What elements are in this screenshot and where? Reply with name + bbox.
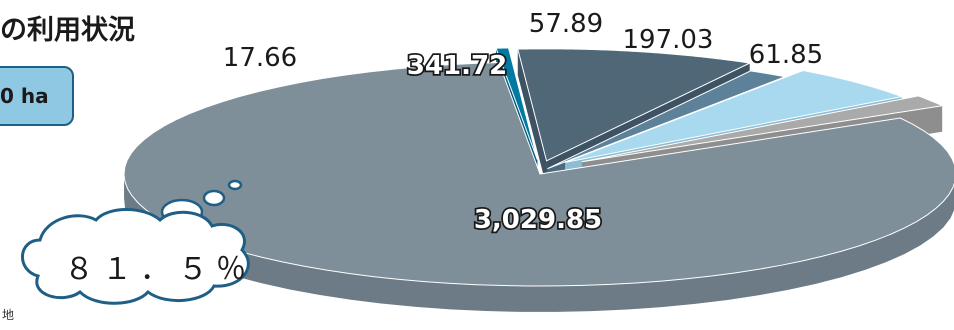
pie-tops xyxy=(123,47,954,287)
callout-cloud: ８１．５％ xyxy=(21,179,254,305)
pie-slice xyxy=(517,48,752,162)
cloud-bubble-medium xyxy=(202,189,226,207)
area-value: 0 ha xyxy=(0,84,49,108)
pie-slice xyxy=(123,62,954,287)
callout-text: ８１．５％ xyxy=(64,252,254,287)
slice-label: 3,029.85 xyxy=(474,205,602,235)
page-title: の利用状況 xyxy=(0,8,135,47)
pie-slice xyxy=(581,95,944,163)
cloud-bubble-small xyxy=(227,179,243,191)
area-box xyxy=(0,66,74,126)
slice-label: 61.85 xyxy=(749,40,823,70)
cloud-shape xyxy=(21,208,250,305)
pie-slice xyxy=(495,47,538,160)
pie-slice xyxy=(565,70,904,163)
slice-label: 57.89 xyxy=(529,9,603,39)
title-fragment: の利用状況 xyxy=(0,15,135,46)
footnote: 地 xyxy=(2,308,15,322)
slice-label: 17.66 xyxy=(223,43,297,73)
slice-label: 341.72 xyxy=(407,51,507,81)
pie-labels: 3,029.85 17.66 341.72 57.89 197.03 61.85 xyxy=(223,9,823,237)
pie-slice xyxy=(547,70,787,170)
pie-slice-side xyxy=(124,172,954,312)
slice-label: 197.03 xyxy=(623,25,714,55)
pie-slice-wall xyxy=(517,49,547,187)
